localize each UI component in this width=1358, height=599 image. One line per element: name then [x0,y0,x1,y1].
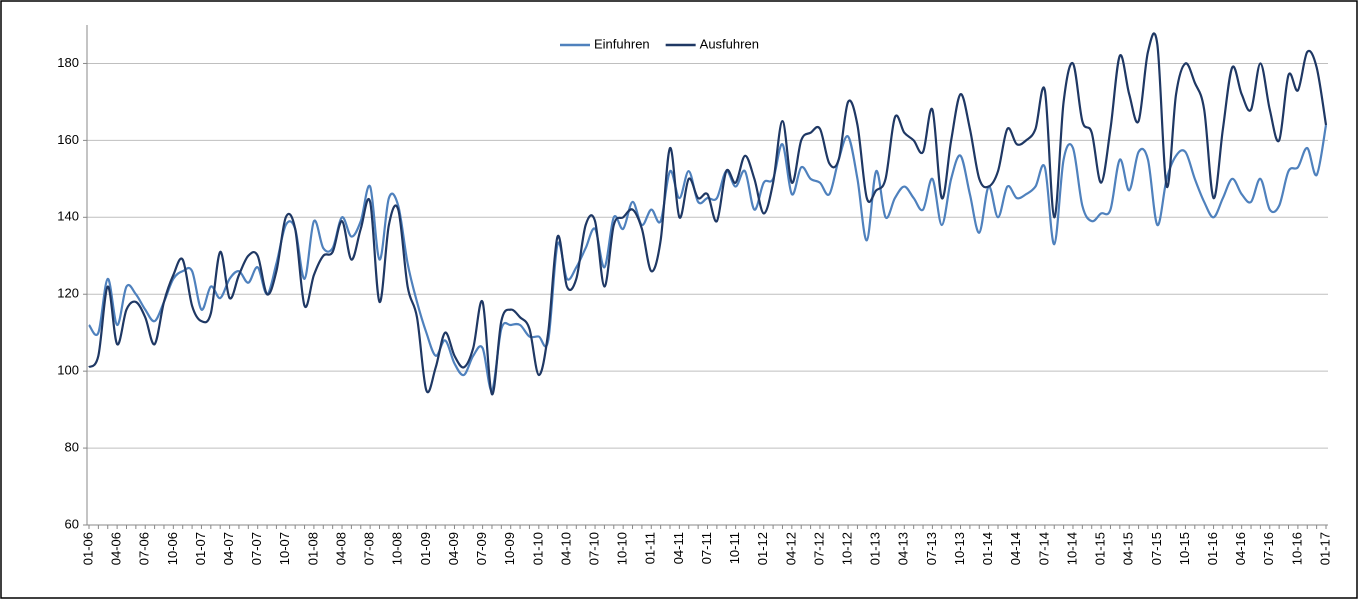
x-tick-label: 07-07 [249,532,264,565]
x-tick-label: 01-06 [80,532,95,565]
x-tick-label: 04-11 [671,532,686,564]
x-tick-label: 01-16 [1205,532,1220,565]
x-tick-label: 01-08 [305,532,320,565]
x-tick-label: 07-15 [1149,532,1164,565]
x-tick-label: 10-06 [165,532,180,565]
x-tick-label: 10-12 [840,532,855,565]
x-tick-label: 10-16 [1289,532,1304,565]
x-tick-label: 01-09 [418,532,433,565]
y-tick-label: 120 [57,286,79,301]
x-tick-label: 07-10 [586,532,601,565]
x-tick-label: 04-06 [109,532,124,565]
y-tick-label: 180 [57,55,79,70]
x-tick-label: 04-13 [896,532,911,565]
x-tick-label: 10-10 [615,532,630,565]
legend-label: Einfuhren [594,36,650,51]
y-tick-label: 80 [65,440,79,455]
y-tick-label: 140 [57,209,79,224]
x-tick-label: 01-14 [980,532,995,565]
y-tick-label: 60 [65,516,79,531]
x-tick-label: 10-14 [1064,532,1079,565]
x-tick-label: 04-07 [221,532,236,565]
x-tick-label: 04-12 [783,532,798,565]
x-tick-label: 01-17 [1317,532,1332,565]
x-tick-label: 10-11 [727,532,742,564]
x-tick-label: 07-08 [362,532,377,565]
x-tick-label: 04-10 [558,532,573,565]
x-tick-label: 07-13 [924,532,939,565]
x-tick-label: 07-11 [699,532,714,564]
x-tick-label: 10-15 [1177,532,1192,565]
x-tick-label: 07-12 [811,532,826,565]
x-tick-label: 01-11 [643,532,658,564]
series-line [88,32,1328,396]
x-tick-label: 07-09 [474,532,489,565]
x-tick-label: 01-10 [530,532,545,565]
x-tick-label: 04-15 [1121,532,1136,565]
y-tick-label: 100 [57,363,79,378]
x-tick-label: 01-13 [868,532,883,565]
x-tick-label: 01-15 [1093,532,1108,565]
x-tick-label: 10-09 [502,532,517,565]
x-tick-label: 04-16 [1233,532,1248,565]
x-tick-label: 01-07 [193,532,208,565]
x-tick-label: 01-12 [755,532,770,565]
x-tick-label: 10-07 [277,532,292,565]
legend-label: Ausfuhren [700,36,759,51]
x-tick-label: 04-14 [1008,532,1023,565]
x-tick-label: 04-08 [333,532,348,565]
y-tick-label: 160 [57,132,79,147]
x-tick-label: 04-09 [446,532,461,565]
x-tick-label: 10-13 [952,532,967,565]
x-tick-label: 07-16 [1261,532,1276,565]
x-tick-label: 07-06 [137,532,152,565]
x-tick-label: 10-08 [390,532,405,565]
x-tick-label: 07-14 [1036,532,1051,565]
